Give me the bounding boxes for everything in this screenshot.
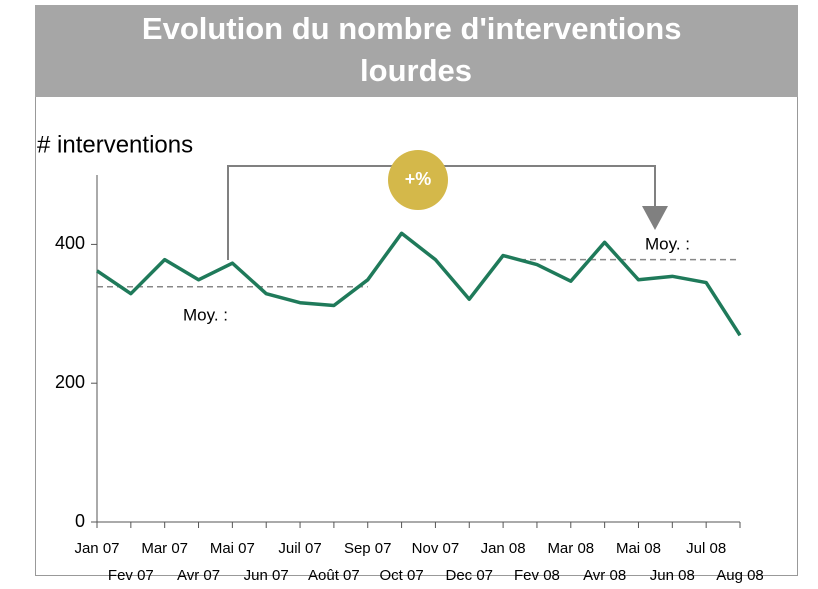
average-label: Moy. : [645,234,690,253]
line [96,231,742,337]
x-tick-label: Mai 07 [210,540,255,557]
arrow-head [642,206,668,230]
badge-text: +% [405,169,432,189]
x-tick-label: Mar 07 [141,540,188,557]
x-tick-label: Mar 08 [547,540,594,557]
x-tick-label: Sep 07 [344,540,392,557]
x-tick-label: Mai 08 [616,540,661,557]
y-tick-label: 0 [75,511,85,531]
x-tick-label: Jun 08 [650,567,695,584]
x-tick-label: Jan 07 [74,540,119,557]
chart-title: Evolution du nombre d'interventions lour… [142,11,690,88]
x-tick-label: Avr 08 [583,567,626,584]
title-band [35,5,798,97]
x-tick-label: Fev 07 [108,567,154,584]
x-tick-label: Dec 07 [445,567,493,584]
x-tick-label: Jul 08 [686,540,726,557]
x-tick-label: Fev 08 [514,567,560,584]
x-tick-label: Jan 08 [481,540,526,557]
y-tick-label: 400 [55,233,85,253]
x-tick-label: Juil 07 [278,540,321,557]
average-label: Moy. : [183,305,228,324]
badge [388,150,448,210]
x-tick-label: Aug 08 [716,567,764,584]
x-tick-label: Jun 07 [244,567,289,584]
y-tick-label: 200 [55,372,85,392]
x-tick-label: Août 07 [308,567,360,584]
y-axis-label: # interventions [37,131,193,158]
x-tick-label: Nov 07 [412,540,460,557]
x-tick-label: Oct 07 [379,567,423,584]
x-tick-label: Avr 07 [177,567,220,584]
